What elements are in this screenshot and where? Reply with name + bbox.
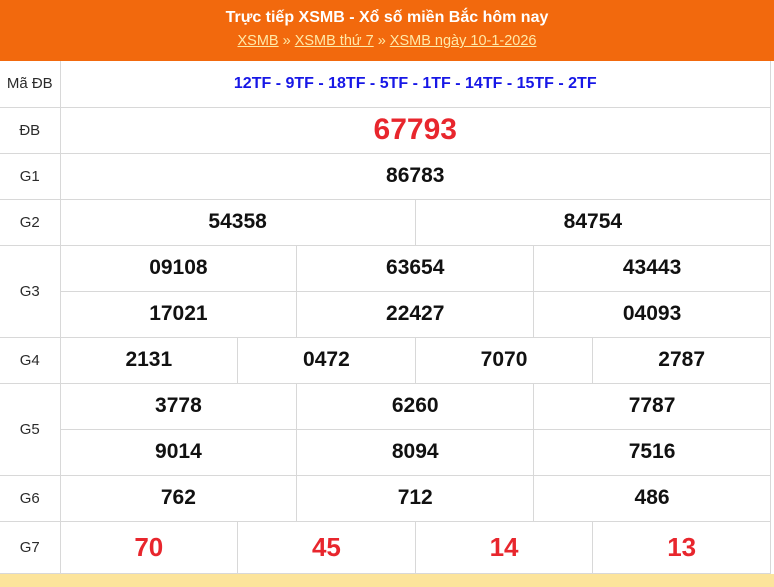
prize-value: 486 <box>533 475 771 522</box>
prize-label-g5: G5 <box>0 383 61 476</box>
prize-value: 712 <box>296 475 535 522</box>
prize-value: 09108 <box>60 245 298 292</box>
breadcrumb-separator: » <box>377 33 386 49</box>
header: Trực tiếp XSMB - Xổ số miền Bắc hôm nay … <box>0 0 774 61</box>
row-g5a: G5 3778 6260 7787 <box>0 383 771 476</box>
row-g4: G4 2131 0472 7070 2787 <box>0 337 771 384</box>
breadcrumb: XSMB» XSMB thứ 7» XSMB ngày 10-1-2026 <box>0 31 774 51</box>
prize-value: 43443 <box>533 245 771 292</box>
special-code-value: 12TF - 9TF - 18TF - 5TF - 1TF - 14TF - 1… <box>60 61 771 108</box>
prize-value: 14 <box>415 521 594 574</box>
breadcrumb-separator: » <box>282 33 291 49</box>
prize-value: 2787 <box>592 337 771 384</box>
prize-label-g3: G3 <box>0 245 61 338</box>
prize-value: 54358 <box>60 199 416 246</box>
row-db: ĐB 67793 <box>0 107 771 154</box>
prize-value: 9014 <box>60 429 298 476</box>
prize-value: 17021 <box>60 291 298 338</box>
prize-value: 22427 <box>296 291 535 338</box>
prize-value: 3778 <box>60 383 298 430</box>
prize-value: 63654 <box>296 245 535 292</box>
results-table: Mã ĐB 12TF - 9TF - 18TF - 5TF - 1TF - 14… <box>0 61 772 574</box>
prize-label-db: ĐB <box>0 107 61 154</box>
prize-value: 8094 <box>296 429 535 476</box>
prize-value: 84754 <box>415 199 772 246</box>
prize-label-g4: G4 <box>0 337 61 384</box>
prize-label-ma-db: Mã ĐB <box>0 61 61 108</box>
row-g1: G1 86783 <box>0 153 771 200</box>
breadcrumb-link-xsmb-ngay[interactable]: XSMB ngày 10-1-2026 <box>389 33 537 49</box>
row-g7: G7 70 45 14 13 <box>0 521 771 574</box>
prize-value: 7787 <box>533 383 771 430</box>
page-title: Trực tiếp XSMB - Xổ số miền Bắc hôm nay <box>225 9 549 26</box>
prize-value: 0472 <box>237 337 416 384</box>
footer-strip <box>0 573 774 587</box>
special-prize-value: 67793 <box>60 107 771 154</box>
prize-value: 13 <box>592 521 771 574</box>
prize-value: 86783 <box>60 153 771 200</box>
prize-value: 45 <box>237 521 416 574</box>
row-g6: G6 762 712 486 <box>0 475 771 522</box>
breadcrumb-link-xsmb[interactable]: XSMB <box>237 33 279 49</box>
row-g2: G2 54358 84754 <box>0 199 772 246</box>
breadcrumb-link-xsmb-thu-7[interactable]: XSMB thứ 7 <box>294 33 374 49</box>
row-g3b: 17021 22427 04093 <box>0 291 771 338</box>
prize-value: 762 <box>60 475 298 522</box>
prize-value: 2131 <box>60 337 239 384</box>
prize-value: 04093 <box>533 291 771 338</box>
prize-value: 7070 <box>415 337 594 384</box>
prize-label-g2: G2 <box>0 199 61 246</box>
row-g3a: G3 09108 63654 43443 <box>0 245 771 338</box>
prize-label-g1: G1 <box>0 153 61 200</box>
prize-label-g6: G6 <box>0 475 61 522</box>
prize-value: 70 <box>60 521 239 574</box>
prize-value: 6260 <box>296 383 535 430</box>
prize-label-g7: G7 <box>0 521 61 574</box>
row-g5b: 9014 8094 7516 <box>0 429 771 476</box>
prize-value: 7516 <box>533 429 771 476</box>
row-ma-db: Mã ĐB 12TF - 9TF - 18TF - 5TF - 1TF - 14… <box>0 61 771 108</box>
